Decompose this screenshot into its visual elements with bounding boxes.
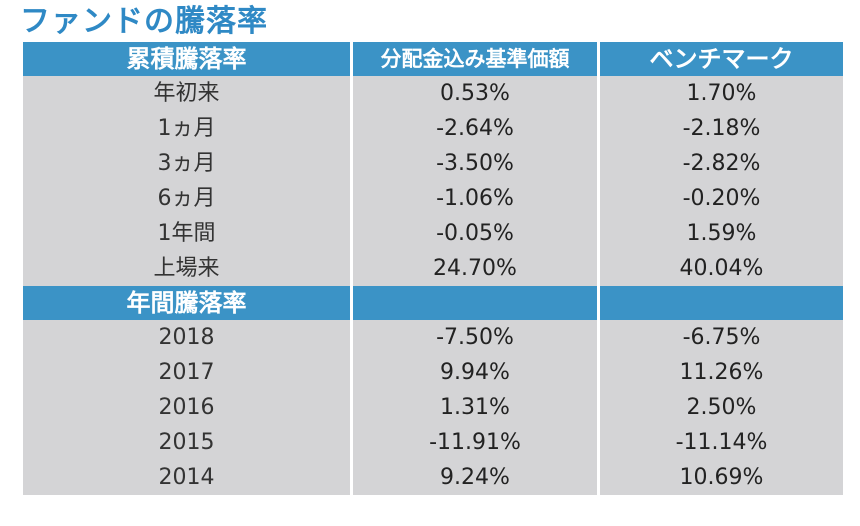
nav-return: 1.31% [353,390,597,425]
year-label: 2015 [23,425,350,460]
nav-column-header: 分配金込み基準価額 [353,42,597,76]
year-label: 2018 [23,320,350,355]
nav-return: -1.06% [353,181,597,216]
benchmark-return: 40.04% [600,251,843,286]
annual-nav-header [353,286,597,320]
nav-return: 9.94% [353,355,597,390]
annual-benchmark-header [600,286,843,320]
table-row: 1年間 -0.05% 1.59% [23,216,843,251]
benchmark-return: -0.20% [600,181,843,216]
benchmark-return: -11.14% [600,425,843,460]
benchmark-column-header: ベンチマーク [600,42,843,76]
nav-return: 9.24% [353,460,597,495]
benchmark-return: -2.18% [600,111,843,146]
period-label: 3ヵ月 [23,146,350,181]
benchmark-return: 11.26% [600,355,843,390]
period-label: 年初来 [23,76,350,111]
period-label: 1年間 [23,216,350,251]
page-title: ファンドの騰落率 [20,4,268,39]
cumulative-header-row: 累積騰落率 分配金込み基準価額 ベンチマーク [23,42,843,76]
year-label: 2017 [23,355,350,390]
annual-header-label: 年間騰落率 [23,286,350,320]
benchmark-return: -6.75% [600,320,843,355]
benchmark-return: 1.59% [600,216,843,251]
year-label: 2014 [23,460,350,495]
nav-return: 24.70% [353,251,597,286]
nav-return: -3.50% [353,146,597,181]
table-row: 2018 -7.50% -6.75% [23,320,843,355]
period-label: 6ヵ月 [23,181,350,216]
period-label: 1ヵ月 [23,111,350,146]
performance-table: 累積騰落率 分配金込み基準価額 ベンチマーク 年初来 0.53% 1.70% 1… [20,42,846,495]
nav-return: -0.05% [353,216,597,251]
nav-return: -7.50% [353,320,597,355]
table-row: 2017 9.94% 11.26% [23,355,843,390]
benchmark-return: -2.82% [600,146,843,181]
year-label: 2016 [23,390,350,425]
table-row: 2014 9.24% 10.69% [23,460,843,495]
table-row: 年初来 0.53% 1.70% [23,76,843,111]
benchmark-return: 10.69% [600,460,843,495]
nav-return: 0.53% [353,76,597,111]
benchmark-return: 1.70% [600,76,843,111]
table-row: 2015 -11.91% -11.14% [23,425,843,460]
period-label: 上場来 [23,251,350,286]
table-row: 3ヵ月 -3.50% -2.82% [23,146,843,181]
nav-return: -2.64% [353,111,597,146]
annual-header-row: 年間騰落率 [23,286,843,320]
table-row: 上場来 24.70% 40.04% [23,251,843,286]
benchmark-return: 2.50% [600,390,843,425]
table-row: 6ヵ月 -1.06% -0.20% [23,181,843,216]
table-row: 2016 1.31% 2.50% [23,390,843,425]
nav-return: -11.91% [353,425,597,460]
table-row: 1ヵ月 -2.64% -2.18% [23,111,843,146]
cumulative-header-label: 累積騰落率 [23,42,350,76]
